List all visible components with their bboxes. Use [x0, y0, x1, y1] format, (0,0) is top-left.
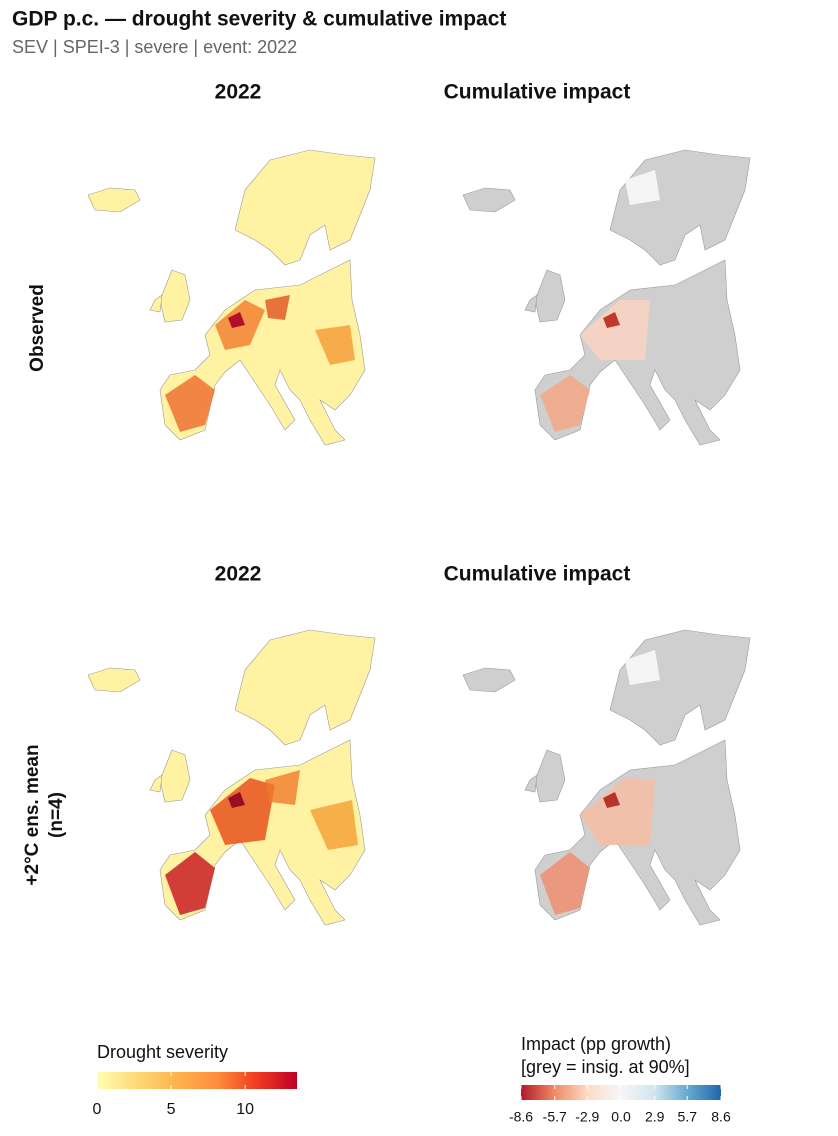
row-label: Observed	[27, 284, 48, 372]
colorbar-tick-label: -5.7	[543, 1109, 567, 1125]
colorbar	[97, 1072, 297, 1089]
map-severity-observed	[87, 149, 376, 446]
panel-title: 2022	[215, 81, 262, 104]
legend-title: Drought severity	[97, 1042, 228, 1062]
map-impact-observed	[462, 149, 751, 446]
colorbar-tick-label: 5	[167, 1101, 176, 1118]
map-impact-warming	[462, 629, 751, 926]
legend-title: [grey = insig. at 90%]	[521, 1057, 690, 1077]
legends: Drought severity 0 5 10 Impact (pp growth) [g…	[93, 1034, 731, 1125]
colorbar-tick-label: 10	[236, 1101, 254, 1118]
title: GDP p.c. — drought severity & cumulative…	[12, 8, 506, 31]
colorbar-tick-label: -8.6	[509, 1109, 533, 1125]
row-label: (n=4)	[46, 792, 67, 838]
panel-title: Cumulative impact	[444, 81, 631, 104]
colorbar	[521, 1085, 721, 1100]
subtitle: SEV | SPEI-3 | severe | event: 2022	[12, 37, 297, 57]
map-severity-warming	[87, 629, 376, 926]
colorbar-tick-label: 5.7	[678, 1109, 698, 1125]
colorbar-tick-label: 0	[93, 1101, 102, 1118]
panel-title: Cumulative impact	[444, 563, 631, 586]
panel-title: 2022	[215, 563, 262, 586]
row-label: +2°C ens. mean	[22, 744, 43, 885]
colorbar-tick-label: -2.9	[575, 1109, 599, 1125]
colorbar-tick-label: 8.6	[711, 1109, 731, 1125]
colorbar-tick-label: 2.9	[645, 1109, 665, 1125]
legend-title: Impact (pp growth)	[521, 1034, 671, 1054]
colorbar-tick-label: 0.0	[611, 1109, 631, 1125]
